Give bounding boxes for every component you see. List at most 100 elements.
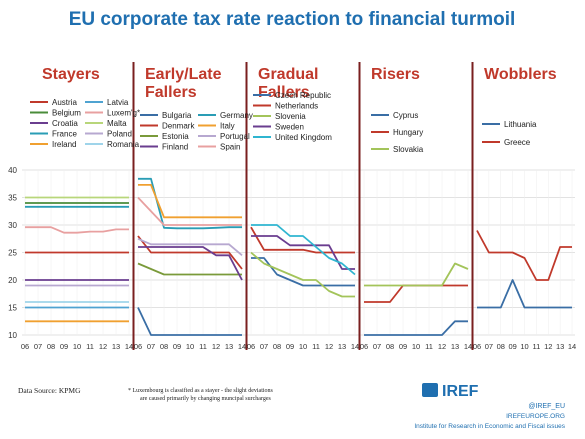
y-tick-label: 35 xyxy=(8,194,17,203)
legend-label: Slovakia xyxy=(393,145,424,154)
x-tick-label: 13 xyxy=(225,342,233,351)
panel-title: Gradual xyxy=(258,66,318,83)
x-tick-label: 06 xyxy=(21,342,29,351)
legend-label: Czech Republic xyxy=(275,91,331,100)
x-tick-label: 11 xyxy=(86,342,94,351)
legend-label: France xyxy=(52,130,77,139)
x-tick-label: 09 xyxy=(60,342,68,351)
x-tick-label: 08 xyxy=(47,342,55,351)
x-tick-label: 14 xyxy=(125,342,133,351)
legend-label: Poland xyxy=(107,130,132,139)
x-tick-label: 11 xyxy=(312,342,320,351)
x-tick-label: 06 xyxy=(247,342,255,351)
legend-label: Slovenia xyxy=(275,112,306,121)
x-tick-label: 11 xyxy=(425,342,433,351)
legend-label: Austria xyxy=(52,98,77,107)
series-line xyxy=(251,257,355,287)
panel: Risers Cyprus Hungary Slovakia 06 07 08 09 10 11 1… xyxy=(360,66,472,351)
x-tick-label: 14 xyxy=(238,342,246,351)
x-tick-label: 09 xyxy=(173,342,181,351)
iref-tagline: Institute for Research in Economic and F… xyxy=(414,423,565,430)
series-line xyxy=(250,251,355,298)
x-tick-label: 14 xyxy=(568,342,576,351)
y-tick-label: 15 xyxy=(8,304,17,313)
legend-label: Estonia xyxy=(162,132,189,141)
panel-layer: Stayers Austria Latvia Belgium Luxem'g* Croat… xyxy=(21,66,576,351)
x-tick-label: 08 xyxy=(497,342,505,351)
x-tick-label: 12 xyxy=(212,342,220,351)
x-tick-label: 07 xyxy=(485,342,493,351)
series-line xyxy=(364,320,468,336)
panel-title: Stayers xyxy=(42,66,100,83)
series-line xyxy=(364,262,469,287)
legend-label: Bulgaria xyxy=(162,111,192,120)
x-tick-label: 08 xyxy=(160,342,168,351)
x-tick-label: 08 xyxy=(386,342,394,351)
footnote-line-2: are caused primarily by changing muncipa… xyxy=(140,396,272,402)
series-line xyxy=(137,307,242,336)
series-line xyxy=(251,224,356,276)
x-tick-label: 11 xyxy=(199,342,207,351)
data-source: Data Source: KPMG xyxy=(18,386,81,395)
x-tick-label: 06 xyxy=(134,342,142,351)
y-tick-label: 40 xyxy=(8,166,17,175)
legend-label: Cyprus xyxy=(393,111,418,120)
x-tick-label: 13 xyxy=(451,342,459,351)
panel-title: Wobblers xyxy=(484,66,557,83)
panel-title: Fallers xyxy=(145,84,197,101)
legend-label: Malta xyxy=(107,119,127,128)
legend-label: Luxem'g* xyxy=(107,109,140,118)
legend-label: Hungary xyxy=(393,128,423,137)
legend-label: Latvia xyxy=(107,98,129,107)
x-tick-label: 06 xyxy=(360,342,368,351)
legend-label: Lithuania xyxy=(504,120,537,129)
x-tick-label: 12 xyxy=(99,342,107,351)
panel-title: Early/Late xyxy=(145,66,222,83)
x-tick-label: 08 xyxy=(273,342,281,351)
x-tick-label: 11 xyxy=(532,342,540,351)
iref-logo: IREF @IREF_EU IREFEUROPE.ORG Institute f… xyxy=(414,383,566,430)
series-line xyxy=(138,183,242,219)
y-tick-label: 20 xyxy=(8,276,17,285)
x-tick-label: 12 xyxy=(544,342,552,351)
x-tick-label: 10 xyxy=(299,342,307,351)
x-tick-label: 07 xyxy=(373,342,381,351)
legend-label: Ireland xyxy=(52,140,76,149)
x-tick-label: 14 xyxy=(351,342,359,351)
series-line xyxy=(137,235,243,270)
x-tick-label: 07 xyxy=(34,342,42,351)
series-line xyxy=(25,226,129,234)
x-tick-label: 09 xyxy=(286,342,294,351)
y-tick-label: 25 xyxy=(8,249,17,258)
x-tick-label: 12 xyxy=(325,342,333,351)
x-tick-label: 12 xyxy=(438,342,446,351)
iref-logo-mark xyxy=(422,383,438,397)
chart-title: EU corporate tax rate reaction to financ… xyxy=(69,9,516,30)
x-tick-label: 13 xyxy=(112,342,120,351)
series-line xyxy=(137,196,242,226)
legend-label: Greece xyxy=(504,138,531,147)
panel: Stayers Austria Latvia Belgium Luxem'g* Croat… xyxy=(21,66,140,351)
legend-label: Spain xyxy=(220,143,240,152)
legend-label: Belgium xyxy=(52,109,81,118)
legend-label: United Kingdom xyxy=(275,133,332,142)
legend-label: Sweden xyxy=(275,123,304,132)
x-tick-label: 13 xyxy=(338,342,346,351)
iref-handle: @IREF_EU xyxy=(528,403,565,410)
panel-title: Risers xyxy=(371,66,420,83)
legend-label: Germany xyxy=(220,111,253,120)
x-tick-label: 06 xyxy=(473,342,481,351)
x-tick-label: 09 xyxy=(399,342,407,351)
x-tick-label: 07 xyxy=(147,342,155,351)
y-tick-label: 10 xyxy=(8,331,17,340)
panel: Wobblers Lithuania Greece 06 07 08 09 10 11 12 13 1… xyxy=(473,66,576,351)
x-tick-label: 13 xyxy=(556,342,564,351)
legend-label: Portugal xyxy=(220,132,250,141)
x-tick-label: 09 xyxy=(508,342,516,351)
series-line xyxy=(137,237,243,256)
x-tick-label: 10 xyxy=(520,342,528,351)
